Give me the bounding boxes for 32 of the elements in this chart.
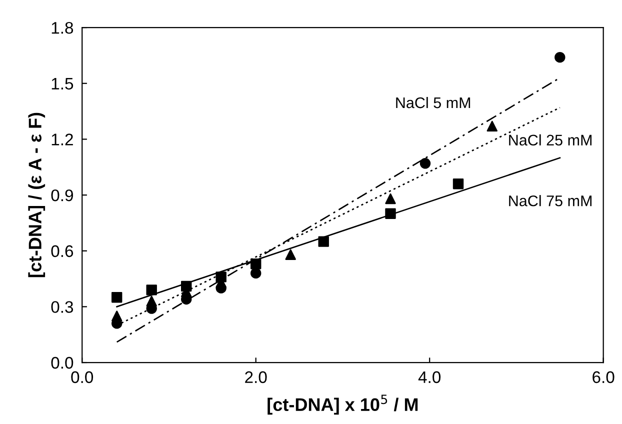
y-axis-title: [ct-DNA] / (ε A - ε F) <box>28 112 46 278</box>
point <box>146 296 157 306</box>
x-tick-label: 2.0 <box>245 371 267 384</box>
series-label: NaCl 75 mM <box>509 195 592 206</box>
series-label: NaCl 5 mM <box>396 96 470 108</box>
x-tick-label: 6.0 <box>592 371 614 384</box>
y-tick-label: 1.2 <box>52 134 73 146</box>
point <box>420 158 431 169</box>
point <box>285 249 296 260</box>
point <box>385 208 396 219</box>
y-tick-label: 0.0 <box>51 356 74 369</box>
point <box>216 272 226 282</box>
point <box>318 236 329 247</box>
x-axis-title: [ct-DNA] x 10$^{5}$ / M <box>268 394 418 415</box>
point <box>146 284 157 296</box>
y-tick-label: 0.6 <box>51 245 74 258</box>
point <box>250 268 262 279</box>
point <box>554 52 566 63</box>
point <box>486 120 498 132</box>
point <box>452 178 464 190</box>
x-tick-label: 4.0 <box>418 371 441 384</box>
point <box>112 292 122 303</box>
point <box>181 280 192 292</box>
series-label: NaCl 25 mM <box>509 134 592 146</box>
y-tick-label: 1.8 <box>52 22 74 34</box>
point <box>250 258 262 270</box>
y-tick-label: 1.5 <box>52 78 74 90</box>
point <box>112 310 122 322</box>
y-tick-label: 0.9 <box>51 189 73 202</box>
y-tick-label: 0.3 <box>51 301 74 313</box>
point <box>385 193 396 204</box>
x-tick-label: 0.0 <box>71 371 94 384</box>
